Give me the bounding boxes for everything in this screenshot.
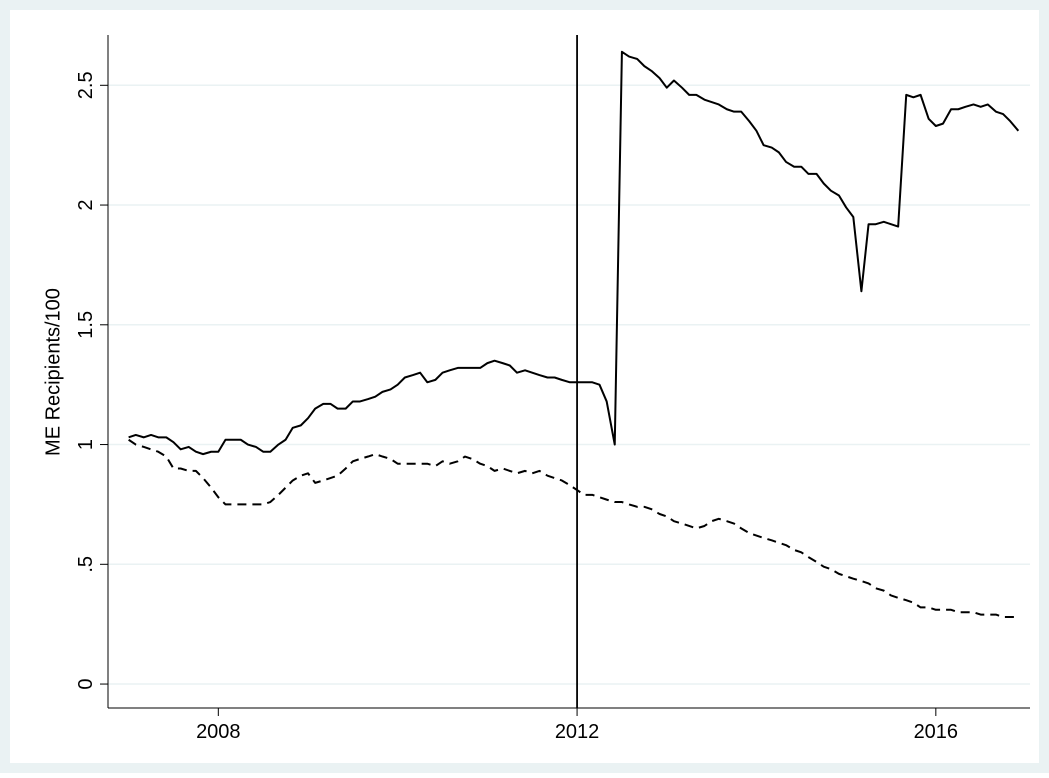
x-tick-label: 2016 — [914, 721, 959, 743]
x-tick-label: 2008 — [196, 721, 241, 743]
y-tick-label: 1 — [75, 439, 97, 450]
plot-background — [10, 10, 1039, 763]
x-tick-label: 2012 — [555, 721, 600, 743]
line-series — [128, 50, 1020, 456]
y-tick-label: 0 — [75, 678, 97, 689]
y-tick-label: .5 — [75, 556, 97, 573]
y-tick-label: 2.5 — [75, 71, 97, 99]
y-tick-label: 2 — [75, 199, 97, 210]
y-tick-label: 1.5 — [75, 311, 97, 339]
line-series — [128, 438, 1019, 618]
y-axis-label: ME Recipients/100 — [42, 288, 64, 456]
